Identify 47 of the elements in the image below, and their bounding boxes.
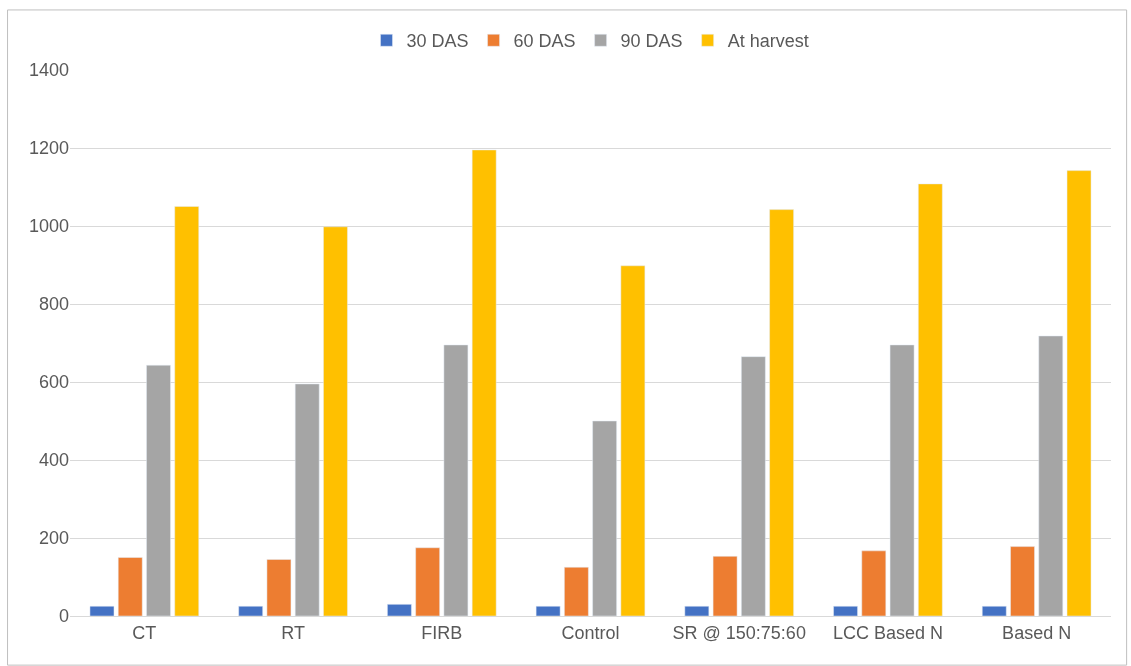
y-tick-label: 200 [38,528,69,549]
y-tick-label: 1200 [28,138,69,159]
y-tick-label: 800 [38,294,69,315]
legend-label: At harvest [727,31,809,52]
x-tick-label: SR @ 150:75:60 [672,622,806,643]
x-tick-label: RT [281,622,305,643]
bar [117,557,143,616]
bar [861,550,887,616]
x-tick-label: FIRB [421,622,463,643]
x-tick-label: Based N [1002,622,1072,643]
bar [89,606,115,616]
legend-label: 30 DAS [406,31,469,52]
y-tick-label: 1000 [28,216,69,237]
bar [471,149,497,616]
bar [146,364,171,616]
bar [564,567,589,616]
bar [833,606,858,616]
bar [443,344,469,616]
bar [620,265,646,616]
bar [415,547,440,616]
bar [741,356,766,616]
x-tick-label: CT [132,622,157,643]
y-tick-label: 1400 [28,60,69,81]
bar [769,209,794,616]
bar [535,606,561,616]
bar [1038,335,1064,616]
bar [323,226,348,616]
legend-label: 60 DAS [513,31,576,52]
bar [918,183,943,616]
bar [712,556,738,616]
bar [238,606,263,616]
bar [1066,170,1092,616]
y-tick-label: 0 [58,606,69,627]
bar [387,604,412,616]
y-tick-label: 400 [38,450,69,471]
bar [889,344,915,616]
bar [684,606,710,616]
bar [174,206,199,616]
bar [266,559,292,616]
x-tick-label: LCC Based N [832,622,943,643]
y-tick-label: 600 [38,372,69,393]
legend-label: 90 DAS [620,31,683,52]
x-tick-label: Control [561,622,620,643]
bar [592,420,617,616]
bar [294,383,320,616]
bar [982,606,1007,616]
bar [1010,546,1035,616]
